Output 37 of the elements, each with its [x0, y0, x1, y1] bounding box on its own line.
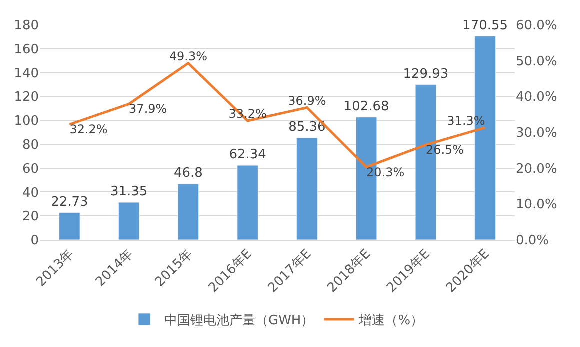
y-tick-label: 100: [14, 114, 39, 130]
data-label: 22.73: [51, 194, 88, 210]
data-label: 36.9%: [288, 94, 326, 108]
line-series: [68, 62, 487, 169]
data-label: 102.68: [344, 99, 390, 114]
data-label: 129.93: [403, 66, 449, 82]
y-tick-label: 160: [14, 42, 39, 58]
legend-label: 中国锂电池产量（GWH）: [164, 314, 314, 329]
bar: [118, 202, 140, 240]
y-tick-label: 140: [14, 66, 39, 82]
bar: [296, 138, 318, 240]
y-tick-label: 180: [14, 18, 39, 34]
y2-tick-label: 20.0%: [516, 162, 558, 177]
y2-tick-label: 50.0%: [516, 54, 558, 70]
data-label: 85.36: [288, 120, 326, 136]
data-label: 170.55: [462, 18, 508, 34]
y2-tick-label: 10.0%: [516, 198, 558, 213]
data-label: 37.9%: [129, 102, 168, 116]
y2-tick-label: 0.0%: [516, 234, 550, 249]
bar: [237, 165, 258, 240]
y-tick-label: 0: [30, 234, 39, 249]
y-tick-label: 40: [22, 186, 39, 201]
data-label: 49.3%: [169, 49, 208, 64]
data-label: 46.8: [174, 166, 203, 182]
bar: [59, 212, 80, 240]
y-tick-label: 20: [22, 210, 39, 225]
y-tick-label: 120: [14, 90, 39, 106]
data-label: 31.35: [110, 184, 148, 200]
bar: [178, 184, 200, 240]
y2-tick-label: 30.0%: [516, 126, 558, 142]
y2-tick-label: 40.0%: [516, 90, 558, 106]
y2-tick-label: 60.0%: [516, 18, 558, 34]
y-tick-label: 60: [22, 162, 39, 177]
data-label: 62.34: [229, 148, 266, 163]
legend-label: 增速（%）: [358, 314, 424, 329]
data-label: 32.2%: [70, 122, 108, 137]
y-tick-label: 80: [22, 138, 39, 153]
